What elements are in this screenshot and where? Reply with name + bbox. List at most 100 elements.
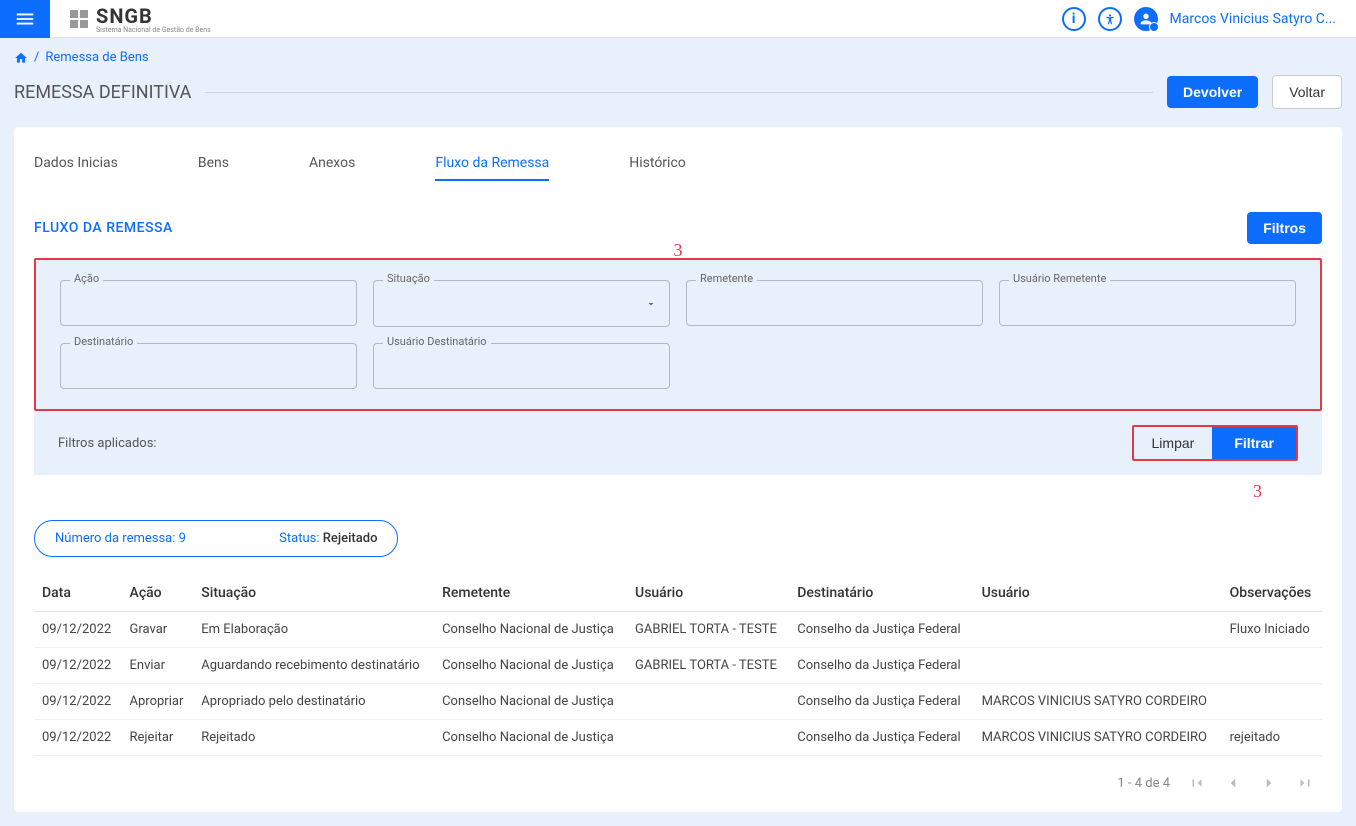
- cell-remetente: Conselho Nacional de Justiça: [434, 612, 627, 648]
- th-situacao: Situação: [193, 575, 434, 612]
- filtros-button[interactable]: Filtros: [1247, 212, 1322, 244]
- voltar-button[interactable]: Voltar: [1272, 75, 1342, 109]
- cell-situacao: Rejeitado: [193, 720, 434, 756]
- destinatario-field: Destinatário: [60, 343, 357, 389]
- usuario-remetente-input[interactable]: [999, 280, 1296, 326]
- home-icon[interactable]: [14, 51, 28, 65]
- destinatario-label: Destinatário: [70, 335, 137, 348]
- logo-subtitle: Sistema Nacional de Gestão de Bens: [96, 26, 211, 34]
- acao-field: Ação: [60, 280, 357, 327]
- cell-remetente: Conselho Nacional de Justiça: [434, 684, 627, 720]
- table-row: 09/12/2022GravarEm ElaboraçãoConselho Na…: [34, 612, 1322, 648]
- logo-text: SNGB: [96, 4, 211, 28]
- usuario-remetente-label: Usuário Remetente: [1009, 272, 1110, 285]
- menu-toggle-button[interactable]: [0, 0, 50, 38]
- limpar-button[interactable]: Limpar: [1134, 427, 1213, 459]
- cell-acao: Apropriar: [122, 684, 194, 720]
- destinatario-input[interactable]: [60, 343, 357, 389]
- cell-remetente: Conselho Nacional de Justiça: [434, 720, 627, 756]
- logo-graphic: [70, 10, 88, 28]
- section-title: FLUXO DA REMESSA: [34, 220, 173, 236]
- cell-obs: [1222, 648, 1322, 684]
- cell-data: 09/12/2022: [34, 720, 122, 756]
- table-row: 09/12/2022EnviarAguardando recebimento d…: [34, 648, 1322, 684]
- main-card: Dados Inicias Bens Anexos Fluxo da Remes…: [14, 127, 1342, 812]
- cell-data: 09/12/2022: [34, 648, 122, 684]
- next-page-icon[interactable]: [1260, 774, 1278, 792]
- cell-remetente: Conselho Nacional de Justiça: [434, 648, 627, 684]
- filter-action-buttons: Limpar Filtrar: [1132, 425, 1298, 461]
- th-usuario2: Usuário: [974, 575, 1222, 612]
- remetente-input[interactable]: [686, 280, 983, 326]
- cell-usuario2: [974, 612, 1222, 648]
- chip-status-value: Rejeitado: [323, 531, 378, 546]
- cell-usuario1: [627, 684, 789, 720]
- person-icon: [1103, 12, 1117, 26]
- cell-usuario2: MARCOS VINICIUS SATYRO CORDEIRO: [974, 720, 1222, 756]
- th-destinatario: Destinatário: [789, 575, 973, 612]
- tab-historico[interactable]: Histórico: [629, 147, 686, 181]
- top-right-controls: i Marcos Vinicius Satyro C...: [1062, 7, 1356, 31]
- cell-destinatario: Conselho da Justiça Federal: [789, 648, 973, 684]
- cell-destinatario: Conselho da Justiça Federal: [789, 612, 973, 648]
- remetente-label: Remetente: [696, 272, 757, 285]
- breadcrumb-item[interactable]: Remessa de Bens: [45, 50, 148, 65]
- cell-data: 09/12/2022: [34, 612, 122, 648]
- situacao-field: Situação: [373, 280, 670, 327]
- cell-usuario1: GABRIEL TORTA - TESTE: [627, 648, 789, 684]
- cell-usuario1: [627, 720, 789, 756]
- applied-filters-label: Filtros aplicados:: [58, 436, 157, 451]
- th-usuario1: Usuário: [627, 575, 789, 612]
- th-data: Data: [34, 575, 122, 612]
- th-obs: Observações: [1222, 575, 1322, 612]
- cell-usuario1: GABRIEL TORTA - TESTE: [627, 612, 789, 648]
- acao-label: Ação: [70, 272, 103, 285]
- user-avatar-button[interactable]: [1134, 7, 1158, 31]
- cell-acao: Rejeitar: [122, 720, 194, 756]
- usuario-remetente-field: Usuário Remetente: [999, 280, 1296, 327]
- acao-input[interactable]: [60, 280, 357, 326]
- annotation-marker-right: 3: [34, 475, 1322, 502]
- filtrar-button[interactable]: Filtrar: [1212, 427, 1296, 459]
- content-area: / Remessa de Bens REMESSA DEFINITIVA Dev…: [0, 38, 1356, 826]
- chip-numero-value: 9: [179, 531, 186, 546]
- usuario-destinatario-field: Usuário Destinatário: [373, 343, 670, 389]
- user-name[interactable]: Marcos Vinicius Satyro C...: [1170, 11, 1336, 27]
- tab-anexos[interactable]: Anexos: [309, 147, 355, 181]
- cell-usuario2: [974, 648, 1222, 684]
- tab-dados-inicias[interactable]: Dados Inicias: [34, 147, 118, 181]
- table-row: 09/12/2022ApropriarApropriado pelo desti…: [34, 684, 1322, 720]
- tabs: Dados Inicias Bens Anexos Fluxo da Remes…: [34, 147, 1322, 182]
- first-page-icon[interactable]: [1188, 774, 1206, 792]
- situacao-select[interactable]: [373, 280, 670, 327]
- table-row: 09/12/2022RejeitarRejeitadoConselho Naci…: [34, 720, 1322, 756]
- hamburger-icon: [14, 8, 36, 30]
- devolver-button[interactable]: Devolver: [1167, 76, 1258, 108]
- title-divider: [205, 92, 1153, 93]
- pagination-label: 1 - 4 de 4: [1117, 776, 1170, 791]
- status-dot: [1149, 22, 1159, 32]
- breadcrumb: / Remessa de Bens: [14, 46, 1342, 75]
- cell-acao: Enviar: [122, 648, 194, 684]
- accessibility-icon[interactable]: [1098, 7, 1122, 31]
- tab-fluxo-remessa[interactable]: Fluxo da Remessa: [435, 147, 549, 181]
- top-bar: SNGB Sistema Nacional de Gestão de Bens …: [0, 0, 1356, 38]
- th-acao: Ação: [122, 575, 194, 612]
- situacao-label: Situação: [383, 272, 434, 285]
- applied-filters-row: Filtros aplicados: Limpar Filtrar: [34, 411, 1322, 475]
- fluxo-table: Data Ação Situação Remetente Usuário Des…: [34, 575, 1322, 756]
- last-page-icon[interactable]: [1296, 774, 1314, 792]
- cell-obs: Fluxo Iniciado: [1222, 612, 1322, 648]
- usuario-destinatario-input[interactable]: [373, 343, 670, 389]
- filter-panel: Ação Situação Remetente Usuário: [34, 258, 1322, 411]
- info-icon[interactable]: i: [1062, 7, 1086, 31]
- title-row: REMESSA DEFINITIVA Devolver Voltar: [14, 75, 1342, 109]
- remetente-field: Remetente: [686, 280, 983, 327]
- tab-bens[interactable]: Bens: [198, 147, 229, 181]
- prev-page-icon[interactable]: [1224, 774, 1242, 792]
- cell-data: 09/12/2022: [34, 684, 122, 720]
- cell-situacao: Em Elaboração: [193, 612, 434, 648]
- pagination: 1 - 4 de 4: [34, 756, 1322, 792]
- cell-obs: [1222, 684, 1322, 720]
- usuario-destinatario-label: Usuário Destinatário: [383, 335, 491, 348]
